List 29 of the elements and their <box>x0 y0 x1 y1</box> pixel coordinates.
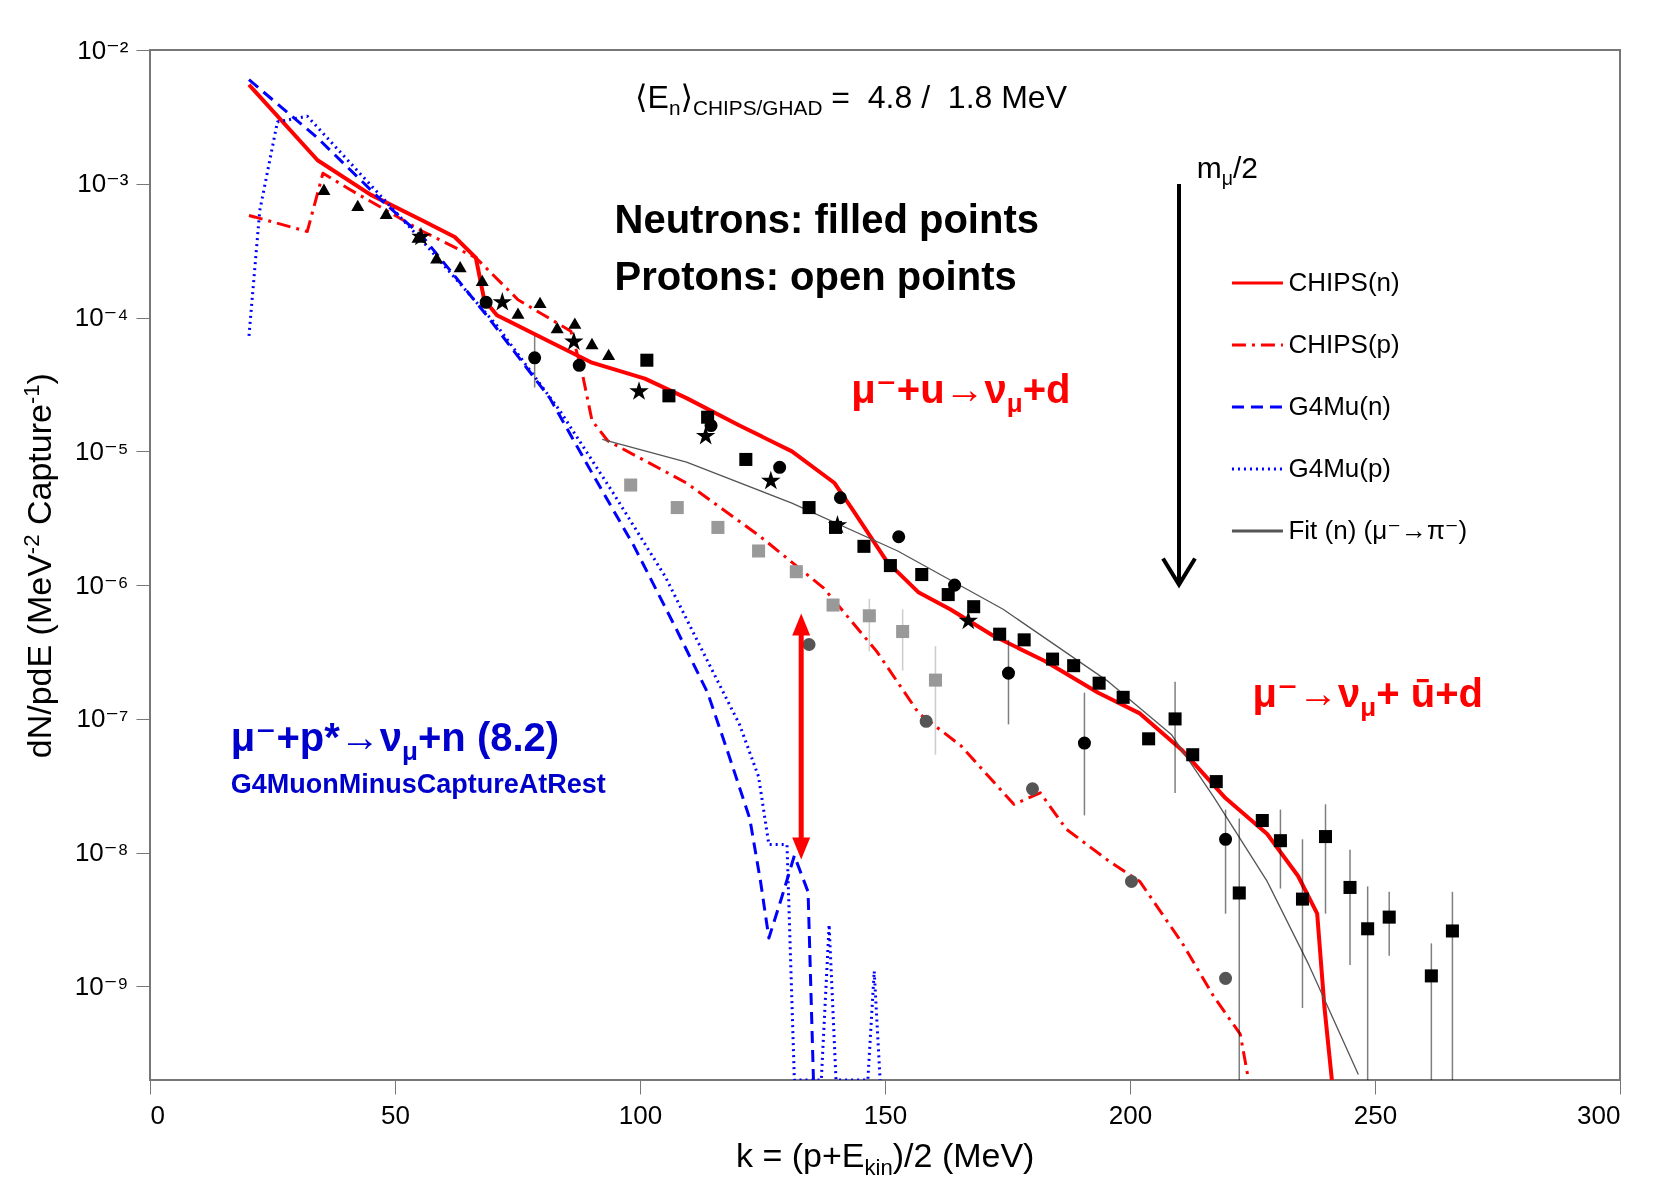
x-tick-label: 150 <box>863 1099 908 1130</box>
x-tick-label: 200 <box>1108 1099 1153 1130</box>
annotation: m$_{μ}$/2 <box>1196 151 1258 189</box>
y-tick-label: 10⁻³ <box>77 168 129 199</box>
annotation: μ⁻→ν$_{μ}$+ ū+d <box>1252 671 1483 723</box>
annotation: μ⁻+p*→ν$_{μ}$+n (8.2) <box>230 715 560 767</box>
annotation: μ⁻+u→ν$_{μ}$+d <box>851 367 1071 419</box>
x-tick-label: 50 <box>381 1099 410 1130</box>
y-tick-label: 10⁻² <box>77 34 129 65</box>
x-tick-label: 250 <box>1353 1099 1398 1130</box>
x-tick-label: 100 <box>618 1099 663 1130</box>
legend-label: G4Mu(p) <box>1288 453 1392 483</box>
y-tick-label: 10⁻⁹ <box>74 970 129 1001</box>
annotation: Protons: open points <box>614 254 1017 298</box>
legend-label: G4Mu(n) <box>1288 391 1392 421</box>
x-axis-title: k = (p+E$_{kin}$)/2 (MeV) <box>736 1136 1035 1180</box>
legend-label: CHIPS(n) <box>1288 267 1400 297</box>
annotation: ⟨E$_{n}$⟩$_{CHIPS/GHAD}$ = 4.8 / 1.8 MeV <box>635 78 1067 120</box>
legend-label: Fit (n) (μ⁻→π⁻) <box>1288 515 1468 545</box>
annotation: G4MuonMinusCaptureAtRest <box>230 769 606 799</box>
y-tick-label: 10⁻⁷ <box>76 703 129 734</box>
y-tick-label: 10⁻⁵ <box>75 435 129 466</box>
x-tick-label: 300 <box>1577 1099 1621 1130</box>
annotation: Neutrons: filled points <box>614 197 1039 242</box>
legend-label: CHIPS(p) <box>1288 329 1400 359</box>
y-tick-label: 10⁻⁴ <box>74 302 129 333</box>
y-tick-label: 10⁻⁸ <box>74 837 129 868</box>
y-tick-label: 10⁻⁶ <box>75 569 129 600</box>
x-tick-label: 0 <box>150 1099 165 1130</box>
